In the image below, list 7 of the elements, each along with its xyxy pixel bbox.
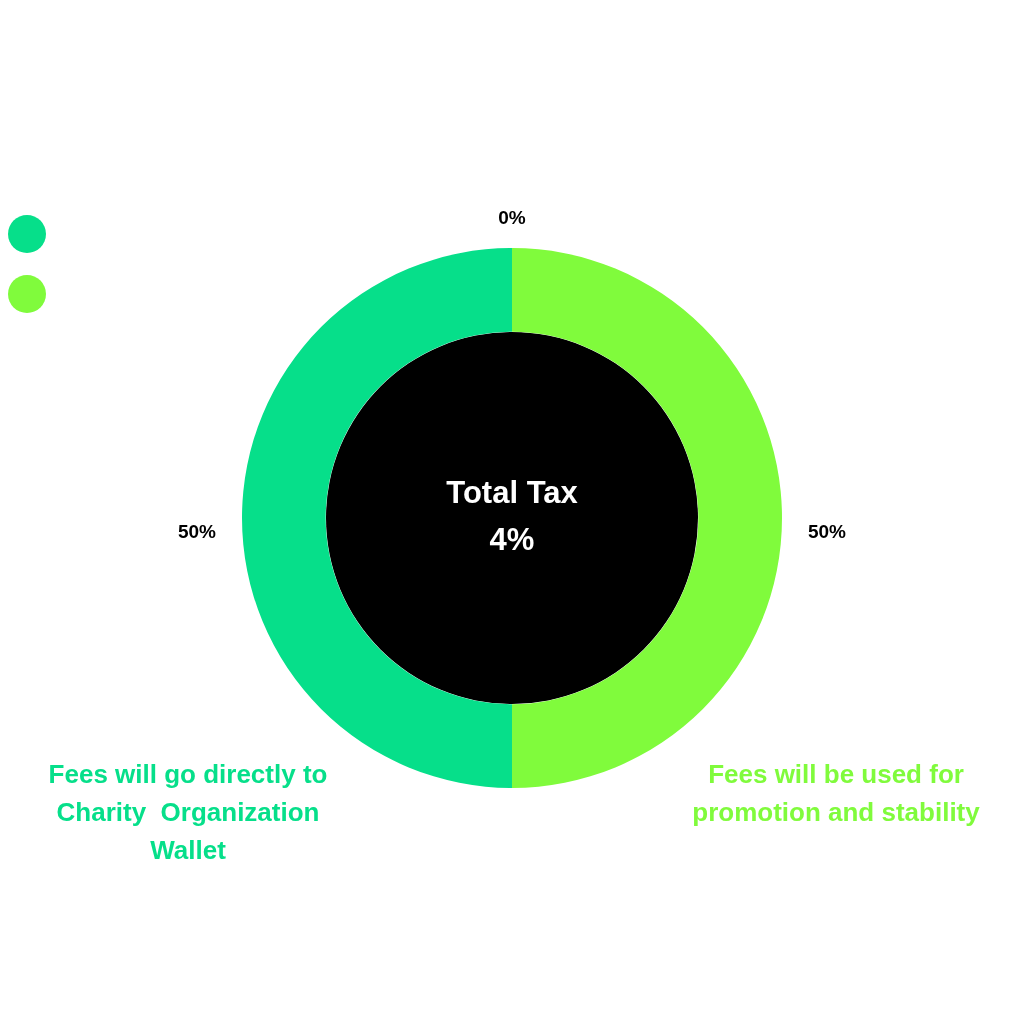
text: 4%	[489, 522, 535, 558]
slice-label: Fees will be used for promotion and stability	[692, 759, 981, 828]
text: Total Tax	[446, 475, 579, 511]
data-label: 50%	[177, 521, 217, 543]
data-label: 50%	[807, 521, 847, 543]
text: 0%	[498, 207, 526, 229]
slice-label: Fees will go directly to Charity Organization Wallet	[48, 759, 328, 866]
